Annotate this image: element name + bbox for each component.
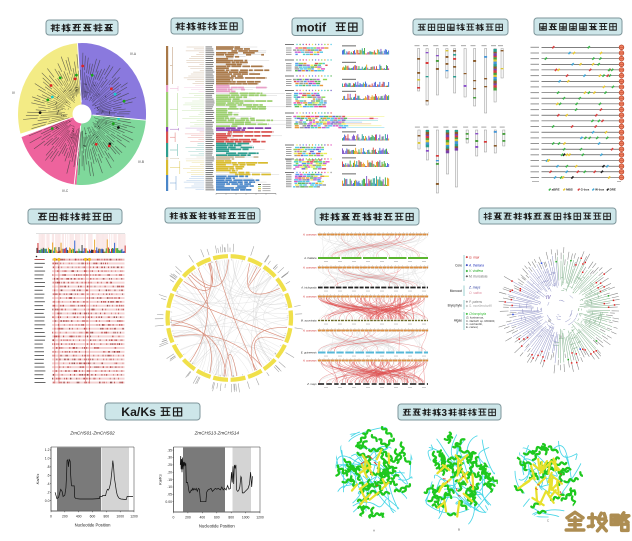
svg-text:ZmCHS13-ZmCHS14: ZmCHS13-ZmCHS14 bbox=[194, 431, 240, 436]
svg-text:1.2: 1.2 bbox=[45, 448, 50, 452]
svg-text:1200: 1200 bbox=[130, 515, 138, 519]
svg-text:.10: .10 bbox=[167, 485, 172, 489]
svg-text:MBS: MBS bbox=[566, 188, 573, 192]
svg-text:IV: IV bbox=[12, 91, 16, 95]
svg-text:.30: .30 bbox=[167, 456, 172, 460]
svg-text:IV: IV bbox=[546, 295, 551, 301]
svg-text:400: 400 bbox=[76, 515, 82, 519]
svg-text:200: 200 bbox=[62, 515, 68, 519]
svg-text:Algae: Algae bbox=[454, 318, 462, 322]
svg-text:1.0: 1.0 bbox=[45, 457, 50, 461]
svg-text:A. thaliana: A. thaliana bbox=[303, 256, 317, 260]
svg-text:1000: 1000 bbox=[116, 515, 124, 519]
svg-text:A. thaliana: A. thaliana bbox=[468, 263, 484, 267]
svg-text:C: C bbox=[547, 519, 550, 523]
svg-text:G. max: G. max bbox=[469, 255, 480, 259]
svg-text:A. trichopoda: A. trichopoda bbox=[300, 286, 317, 290]
svg-text:P. patens: P. patens bbox=[469, 300, 482, 304]
svg-text:Ka/Ks: Ka/Ks bbox=[121, 405, 156, 419]
svg-text:Nucleotide Position: Nucleotide Position bbox=[199, 524, 236, 529]
svg-text:M. truncatula: M. truncatula bbox=[469, 275, 488, 279]
svg-text:0.00: 0.00 bbox=[165, 500, 172, 504]
svg-text:O. sativa: O. sativa bbox=[469, 291, 482, 295]
svg-text:C. illa/GW. sp. R00200,: C. illa/GW. sp. R00200, bbox=[466, 319, 495, 323]
svg-text:400: 400 bbox=[199, 516, 205, 520]
svg-text:.4: .4 bbox=[47, 482, 50, 486]
svg-text:1000: 1000 bbox=[242, 516, 250, 520]
svg-text:0: 0 bbox=[173, 516, 175, 520]
svg-text:V. vinifera: V. vinifera bbox=[469, 269, 483, 273]
svg-text:A. comosus: A. comosus bbox=[302, 295, 317, 299]
svg-text:1200: 1200 bbox=[256, 516, 264, 520]
svg-text:Bryophyte: Bryophyte bbox=[448, 304, 463, 308]
svg-text:800: 800 bbox=[228, 516, 234, 520]
svg-text:Z. mays: Z. mays bbox=[468, 285, 481, 289]
svg-text:200: 200 bbox=[185, 516, 191, 520]
svg-text:IV-B: IV-B bbox=[138, 160, 144, 164]
svg-text:A. comosus: A. comosus bbox=[302, 329, 317, 333]
svg-text:Ka/Ks: Ka/Ks bbox=[35, 474, 40, 485]
svg-text:ZmCHS01-ZmCHS02: ZmCHS01-ZmCHS02 bbox=[69, 431, 115, 436]
svg-text:Z. mays: Z. mays bbox=[306, 382, 317, 386]
svg-text:.2: .2 bbox=[47, 491, 50, 495]
svg-text:Monocot: Monocot bbox=[450, 289, 462, 293]
svg-text:.05: .05 bbox=[167, 493, 172, 497]
svg-text:C. reinhardtii,: C. reinhardtii, bbox=[466, 322, 483, 326]
svg-text:Ka/Ks: Ka/Ks bbox=[158, 474, 163, 485]
svg-text:aBRE: aBRE bbox=[552, 188, 560, 192]
svg-text:M. acuminata: M. acuminata bbox=[301, 319, 317, 323]
svg-text:IV-C: IV-C bbox=[62, 189, 69, 193]
svg-text:.15: .15 bbox=[167, 478, 172, 482]
svg-text:I: I bbox=[578, 307, 580, 312]
svg-text:A: A bbox=[373, 529, 375, 533]
svg-text:.20: .20 bbox=[167, 470, 172, 474]
svg-text:IV-A: IV-A bbox=[130, 52, 137, 56]
svg-text:A. comosus: A. comosus bbox=[302, 266, 317, 270]
svg-text:E. guineensis: E. guineensis bbox=[301, 351, 317, 355]
svg-text:.25: .25 bbox=[167, 463, 172, 467]
svg-text:W-box: W-box bbox=[595, 188, 604, 192]
svg-text:II: II bbox=[560, 334, 562, 339]
svg-text:A. comosus: A. comosus bbox=[302, 233, 317, 237]
svg-text:E. caries): E. caries) bbox=[466, 325, 478, 329]
svg-text:800: 800 bbox=[103, 515, 109, 519]
svg-text:III: III bbox=[548, 318, 551, 323]
svg-text:600: 600 bbox=[214, 516, 220, 520]
svg-text:0: 0 bbox=[50, 515, 52, 519]
svg-text:DRE: DRE bbox=[610, 188, 616, 192]
svg-text:3: 3 bbox=[442, 408, 448, 419]
svg-text:A. comosus: A. comosus bbox=[302, 359, 317, 363]
svg-text:G-box: G-box bbox=[581, 188, 590, 192]
svg-text:motif: motif bbox=[296, 21, 327, 35]
svg-text:(3. kostramoa,: (3. kostramoa, bbox=[466, 316, 484, 320]
svg-text:.35: .35 bbox=[167, 448, 172, 452]
svg-text:0.0: 0.0 bbox=[45, 499, 50, 503]
svg-text:Nucleotide Position: Nucleotide Position bbox=[75, 523, 112, 528]
svg-text:B: B bbox=[458, 528, 460, 532]
svg-text:600: 600 bbox=[90, 515, 96, 519]
svg-text:.8: .8 bbox=[47, 465, 50, 469]
svg-text:Chlorophyta: Chlorophyta bbox=[469, 312, 486, 316]
svg-text:Core: Core bbox=[455, 264, 462, 268]
svg-text:.6: .6 bbox=[47, 474, 50, 478]
svg-text:S. moellendorffii: S. moellendorffii bbox=[469, 304, 492, 308]
